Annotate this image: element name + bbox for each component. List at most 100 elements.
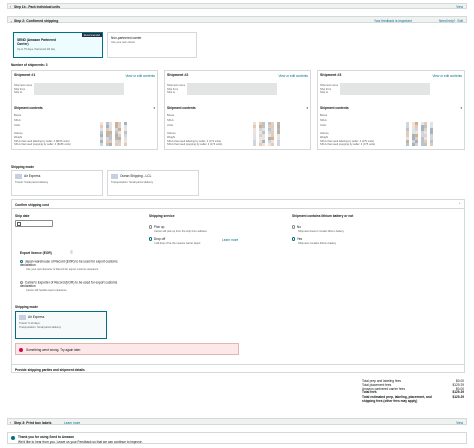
thumbnail-pixel: [430, 137, 433, 140]
thumbnail-pixel: [268, 140, 271, 143]
learn-more-link[interactable]: Learn more: [222, 238, 239, 242]
contents-rows: Boxes SKUs Units: [14, 114, 22, 127]
chevron-right-icon: ›: [10, 420, 12, 425]
step3-view-link[interactable]: View: [456, 421, 463, 425]
thumbnail-pixel: [277, 131, 280, 134]
plane-icon: [19, 315, 26, 320]
export-opt2-sub: Carrier will handle export clearance: [26, 289, 67, 292]
thumbnail-pixel: [100, 131, 103, 134]
partnered-carrier-option[interactable]: Recommended SEND (Amazon Partnered Carri…: [13, 32, 103, 58]
thumbnail-pixel: [259, 131, 262, 134]
thumbnail-pixel: [100, 128, 103, 131]
thumbnail-pixel: [421, 143, 424, 146]
thumbnail-pixel: [424, 140, 427, 143]
thumbnail-pixel: [277, 125, 280, 128]
air-express-selected[interactable]: Air Express Transit: 5-10 days Transport…: [15, 311, 107, 339]
pickup-radio[interactable]: Pick up: [149, 225, 164, 229]
help-link[interactable]: Need help?: [439, 19, 456, 23]
view-edit-contents-link[interactable]: View or edit contents: [125, 73, 155, 78]
ocean-title: Ocean Shipping - LCL: [120, 174, 152, 178]
view-edit-contents-link[interactable]: View or edit contents: [278, 73, 308, 78]
export-opt1-radio[interactable]: Japan warehouse of Record (EOR) to be us…: [20, 259, 118, 268]
thumbnail-pixel: [415, 125, 418, 128]
collapse-icon[interactable]: ▾: [153, 106, 155, 110]
thumbnail-pixel: [415, 122, 418, 125]
shipment-card: Shipment #2 View or edit contents Shipme…: [164, 70, 311, 150]
thumbnail-pixel: [415, 134, 418, 137]
thumbnail-pixel: [406, 134, 409, 137]
step1-bar[interactable]: › Step 1b - Pack individual units View: [7, 3, 467, 9]
pickup-sub: Carrier will pick up from the ship from …: [154, 230, 207, 233]
thumbnail-pixel: [109, 128, 112, 131]
thumbnail-pixel: [259, 128, 262, 131]
air-express-option[interactable]: Air Express Transit: Small parcel delive…: [11, 170, 103, 196]
dropoff-sub: I will drop off at the nearest carrier d…: [154, 242, 201, 245]
thumbnail-pixel: [430, 122, 433, 125]
non-partnered-carrier-option[interactable]: Non-partnered carrier Use your own carri…: [107, 32, 197, 58]
thumbnail-pixel: [262, 137, 265, 140]
ship-date-input[interactable]: [15, 220, 53, 227]
thumbnail-pixel: [124, 128, 127, 131]
thumbnail-pixel: [109, 137, 112, 140]
provide-details-panel[interactable]: Provide shipping parties and shipment de…: [11, 364, 465, 373]
view-edit-contents-link[interactable]: View or edit contents: [432, 73, 462, 78]
fee-lines: Volume Weight SKUs that need labeling by …: [14, 132, 71, 147]
feedback-link[interactable]: Your feedback is important: [374, 19, 412, 23]
info-icon[interactable]: ⓘ: [70, 250, 74, 254]
thumbnail-pixel: [406, 122, 409, 125]
thumbnail-pixel: [406, 137, 409, 140]
collapse-icon[interactable]: ▾: [306, 106, 308, 110]
export-opt2-radio[interactable]: Carrier's Exporter of Record (EOR) to be…: [20, 280, 118, 289]
thumbnail-pixel: [268, 137, 271, 140]
thumbnail-pixel: [424, 128, 427, 131]
error-alert: Something went wrong. Try again later.: [15, 343, 239, 355]
thumbnail-pixel: [106, 137, 109, 140]
collapse-icon[interactable]: ▾: [460, 106, 462, 110]
thumbnail-pixel: [124, 125, 127, 128]
contents-rows: Boxes SKUs Units: [320, 114, 328, 127]
thumbnail-pixel: [253, 122, 256, 125]
thumbnail-pixel: [262, 140, 265, 143]
confirm-shipping-mode-label: Shipping mode: [15, 305, 39, 309]
thumbnail-pixel: [277, 134, 280, 137]
shipment-address-labels: Shipment name Ship from Ship to: [320, 84, 339, 95]
air-express-title: Air Express: [24, 174, 41, 178]
battery-no-radio[interactable]: No: [292, 225, 301, 229]
calendar-icon[interactable]: [17, 222, 21, 226]
thumbnail-pixel: [271, 122, 274, 125]
shipment-title: Shipment #3: [320, 73, 342, 77]
thumbnail-pixel: [268, 122, 271, 125]
thumbnail-pixel: [253, 143, 256, 146]
step2-edit-link[interactable]: Edit: [457, 19, 464, 23]
shipping-service-label: Shipping service: [149, 214, 175, 218]
thumbnail-pixel: [115, 143, 118, 146]
info-icon: [11, 436, 15, 440]
thumbnail-pixel: [109, 140, 112, 143]
thumbnail-pixel: [412, 131, 415, 134]
thumbnail-pixel: [118, 122, 121, 125]
thumbnail-pixel: [268, 143, 271, 146]
thumbnail-pixel: [412, 122, 415, 125]
thumbnail-pixel: [406, 128, 409, 131]
thumbnail-pixel: [412, 137, 415, 140]
step3-bar[interactable]: › Step 3: Print box labels Learn more Vi…: [7, 418, 467, 425]
step1-view-link[interactable]: View: [456, 5, 463, 10]
thanks-banner: Thank you for using Send to Amazon We'd …: [7, 432, 467, 444]
ship-date-label: Ship date: [15, 214, 30, 218]
redacted-address: [34, 83, 124, 95]
chevron-down-icon[interactable]: ⌄: [10, 18, 13, 23]
chevron-up-icon[interactable]: ⌃: [458, 202, 461, 206]
thumbnail-pixel: [415, 140, 418, 143]
ocean-shipping-option[interactable]: Ocean Shipping - LCL Transportation: Sma…: [107, 170, 199, 196]
thumbnail-pixel: [271, 131, 274, 134]
step2-bar: ⌄ Step 2: Confirmed shipping Your feedba…: [7, 16, 467, 23]
battery-yes-radio[interactable]: Yes: [292, 237, 302, 241]
shipment-card: Shipment #1 View or edit contents Shipme…: [11, 70, 158, 150]
thumbnail-pixel: [253, 134, 256, 137]
thumbnail-pixel: [259, 125, 262, 128]
step3-learn-more[interactable]: Learn more: [64, 421, 81, 425]
non-partnered-sub: Use your own carrier: [111, 41, 135, 44]
dropoff-radio[interactable]: Drop off: [149, 237, 165, 241]
thumbnail-pixel: [415, 143, 418, 146]
thumbnail-pixel: [109, 134, 112, 137]
